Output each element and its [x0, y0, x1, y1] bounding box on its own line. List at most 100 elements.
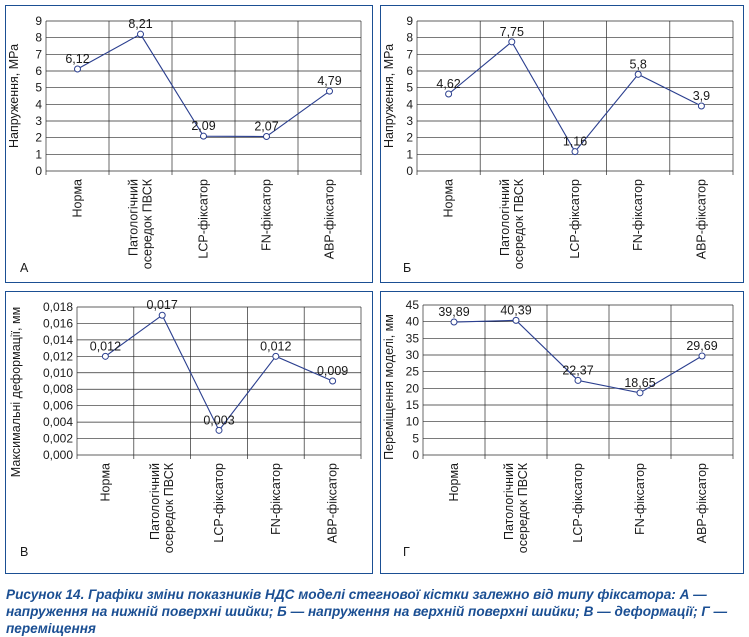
chart-c-xtick-label: LCP-фіксатор — [212, 463, 226, 543]
chart-b-data-point — [697, 102, 705, 110]
chart-c-ylabel: Максимальні деформації, мм — [9, 307, 23, 477]
chart-c-ytick-label: 0,012 — [43, 349, 73, 363]
chart-d-data-label: 39,89 — [438, 305, 469, 319]
chart-d-ytick-label: 10 — [406, 415, 420, 429]
chart-a-ylabel: Напруження, МРа — [7, 44, 21, 148]
chart-a-xtick-label: LCP-фіксатор — [197, 179, 211, 259]
chart-c-data-point — [329, 377, 337, 385]
chart-panel-d: 0 5 10 15 20 25 30 35 40 45 Переміщення моделі, мм… — [380, 291, 744, 574]
chart-b-ytick-label: 9 — [406, 14, 413, 28]
chart-b-ytick-label: 0 — [406, 164, 413, 178]
chart-b-svg: 0 1 2 3 4 5 6 7 8 9 Напруження, МРа Норма Патологічн… — [382, 14, 734, 275]
chart-b-data-point — [508, 38, 516, 46]
chart-d-xtick-label: FN-фіксатор — [633, 463, 647, 535]
chart-c-xtick-label: FN-фіксатор — [269, 463, 283, 535]
chart-c-ytick-label: 0,018 — [43, 300, 73, 314]
chart-b-ytick-label: 6 — [406, 64, 413, 78]
chart-b-xtick-label: LCP-фіксатор — [568, 179, 582, 259]
chart-d-data-point — [574, 376, 582, 384]
chart-b-data-point — [634, 70, 642, 78]
chart-panel-b: 0 1 2 3 4 5 6 7 8 9 Напруження, МРа Норма Патологічн… — [380, 5, 744, 283]
chart-c-xtick-label: Патологічний — [148, 463, 162, 540]
chart-d-data-point — [698, 352, 706, 360]
chart-c-data-label: 0,012 — [90, 339, 121, 353]
chart-a-data-label: 4,79 — [317, 74, 341, 88]
chart-a-ytick-label: 0 — [35, 164, 42, 178]
chart-d-data-label: 18,65 — [624, 376, 655, 390]
chart-d-ytick-label: 45 — [406, 298, 420, 312]
chart-a-xtick-label: Патологічний — [127, 179, 141, 256]
chart-d-xtick-label: Патологічний — [502, 463, 516, 540]
chart-a-data-label: 6,12 — [65, 52, 89, 66]
chart-b-xtick-label: осередок ПВСК — [512, 178, 526, 269]
chart-b-ytick-label: 4 — [406, 97, 413, 111]
chart-a-data-label: 2,07 — [254, 120, 278, 134]
chart-c-xtick-label: АВР-фіксатор — [326, 463, 340, 543]
chart-b-data-point — [445, 90, 453, 98]
chart-d-data-point — [450, 318, 458, 326]
chart-d-ylabel: Переміщення моделі, мм — [382, 314, 396, 460]
chart-d-data-label: 40,39 — [500, 303, 531, 317]
chart-c-svg: 0,000 0,002 0,004 0,006 0,008 0,010 0,012 0,014… — [9, 298, 362, 559]
chart-a-panel-letter: А — [20, 261, 29, 275]
chart-a-ytick-label: 2 — [35, 131, 42, 145]
chart-d-ytick-label: 15 — [406, 398, 420, 412]
chart-c-data-point — [215, 426, 223, 434]
chart-d-xtick-label: Норма — [447, 463, 461, 502]
chart-a-svg: 0 1 2 3 4 5 6 7 8 9 Напруження, МРа Норма Патологічн… — [7, 14, 362, 275]
chart-d-data-point — [636, 389, 644, 397]
chart-b-panel-letter: Б — [403, 261, 411, 275]
chart-b-data-label: 4,62 — [436, 77, 460, 91]
chart-b-data-label: 5,8 — [630, 57, 647, 71]
chart-b-xtick-label: Патологічний — [498, 179, 512, 256]
chart-d-xtick-label: LCP-фіксатор — [571, 463, 585, 543]
chart-c-panel-letter: В — [20, 545, 28, 559]
chart-b-data-label: 3,9 — [693, 89, 710, 103]
chart-d-panel-letter: Г — [403, 545, 410, 559]
chart-d-xtick-label: АВР-фіксатор — [695, 463, 709, 543]
chart-c-ytick-label: 0,004 — [43, 415, 73, 429]
chart-a-data-label: 8,21 — [128, 17, 152, 31]
chart-a-xtick-label: осередок ПВСК — [141, 178, 155, 269]
chart-a-data-point — [137, 30, 144, 38]
chart-a-ytick-label: 8 — [35, 31, 42, 45]
chart-c-ytick-label: 0,008 — [43, 382, 73, 396]
chart-d-svg: 0 5 10 15 20 25 30 35 40 45 Переміщення моделі, мм… — [382, 298, 734, 559]
chart-b-xtick-label: FN-фіксатор — [631, 179, 645, 251]
chart-d-ytick-label: 0 — [412, 448, 419, 462]
chart-c-data-point — [101, 352, 109, 360]
chart-a-ytick-label: 5 — [35, 81, 42, 95]
chart-b-data-label: 7,75 — [500, 25, 524, 39]
chart-a-data-point — [326, 87, 333, 95]
chart-c-data-label: 0,009 — [317, 364, 348, 378]
chart-d-data-label: 29,69 — [686, 339, 717, 353]
chart-c-data-point — [272, 352, 280, 360]
chart-a-data-point — [74, 65, 81, 73]
chart-a-ytick-label: 4 — [35, 97, 42, 111]
chart-c-ytick-label: 0,010 — [43, 366, 73, 380]
chart-a-ytick-label: 9 — [35, 14, 42, 28]
chart-d-ytick-label: 5 — [412, 431, 419, 445]
chart-d-ytick-label: 30 — [406, 348, 420, 362]
figure-caption: Рисунок 14. Графіки зміни показників НДС… — [6, 586, 746, 637]
chart-panel-a: 0 1 2 3 4 5 6 7 8 9 Напруження, МРа Норма Патологічн… — [5, 5, 373, 283]
chart-b-ytick-label: 5 — [406, 81, 413, 95]
chart-b-data-label: 1,16 — [563, 135, 587, 149]
figure-caption-text: Рисунок 14. Графіки зміни показників НДС… — [6, 587, 728, 636]
chart-c-ytick-label: 0,006 — [43, 399, 73, 413]
chart-b-ylabel: Напруження, МРа — [382, 44, 396, 148]
chart-c-data-point — [158, 311, 166, 319]
chart-a-xtick-label: АВР-фіксатор — [323, 179, 337, 259]
chart-d-ytick-label: 25 — [406, 365, 420, 379]
chart-b-ytick-label: 3 — [406, 114, 413, 128]
chart-c-ytick-label: 0,014 — [43, 333, 73, 347]
chart-a-data-point — [263, 133, 270, 140]
chart-a-ytick-label: 1 — [35, 147, 42, 161]
chart-c-data-label: 0,017 — [147, 298, 178, 312]
chart-c-data-label: 0,003 — [203, 413, 234, 427]
chart-panel-c: 0,000 0,002 0,004 0,006 0,008 0,010 0,012 0,014… — [5, 291, 373, 574]
chart-d-ytick-label: 35 — [406, 331, 420, 345]
chart-d-xtick-label: осередок ПВСК — [516, 462, 530, 553]
chart-d-ytick-label: 40 — [406, 315, 420, 329]
chart-a-data-label: 2,09 — [191, 119, 215, 133]
